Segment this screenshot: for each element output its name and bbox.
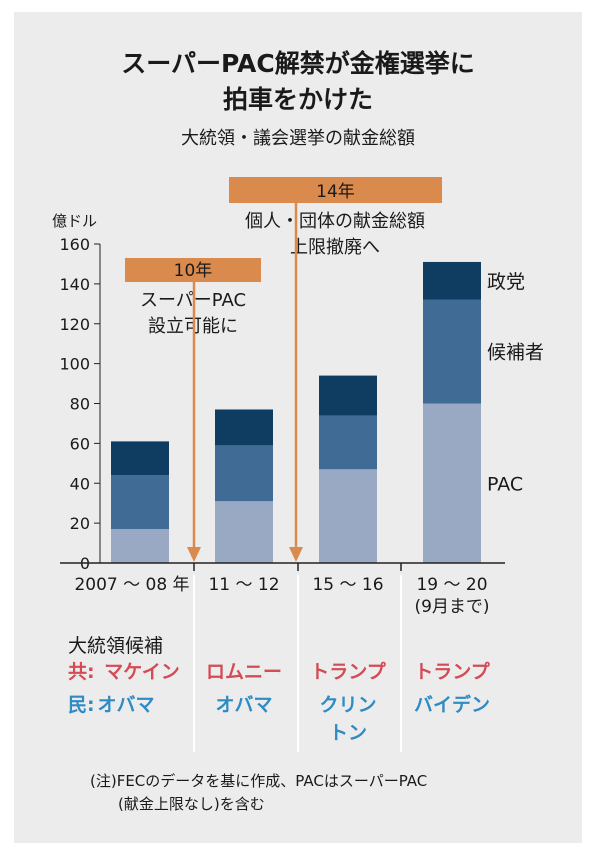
series-label-政党: 政党 [487, 271, 525, 293]
y-tick-label: 80 [70, 395, 90, 414]
bar-政党-3 [423, 261, 481, 300]
republican-candidate: マケイン [104, 661, 180, 683]
y-axis-label: 億ドル [52, 212, 97, 230]
bar-候補者-1 [215, 445, 273, 502]
dem-label: 民: [68, 694, 95, 716]
bar-PAC-1 [215, 501, 273, 563]
bar-候補者-2 [319, 415, 377, 470]
footnote: (注)FECのデータを基に作成、PACはスーパーPAC [90, 772, 428, 790]
annotation-text-1: 個人・団体の献金総額 [245, 211, 425, 232]
y-tick-label: 140 [59, 275, 90, 294]
y-tick-label: 20 [70, 514, 90, 533]
bar-候補者-0 [111, 475, 169, 530]
bar-候補者-3 [423, 299, 481, 404]
bar-政党-0 [111, 441, 169, 476]
republican-candidate: トランプ [414, 660, 490, 683]
bar-政党-1 [215, 409, 273, 446]
bar-PAC-2 [319, 469, 377, 563]
democrat-candidate: オバマ [215, 694, 272, 716]
bar-PAC-3 [423, 403, 481, 563]
candidates-heading: 大統領候補 [68, 635, 164, 657]
bar-PAC-0 [111, 529, 169, 563]
democrat-candidate: トン [329, 722, 367, 744]
series-label-候補者: 候補者 [487, 342, 544, 364]
annotation-text-1: 上限撤廃へ [290, 237, 380, 258]
y-tick-label: 100 [59, 355, 90, 374]
y-tick-label: 120 [59, 315, 90, 334]
footnote-line2: (献金上限なし)を含む [118, 795, 265, 813]
democrat-candidate: クリン [319, 694, 376, 716]
annotation-box-0 [125, 258, 261, 282]
chart-title: スーパーPAC解禁が金権選挙に [121, 49, 475, 78]
series-label-PAC: PAC [487, 473, 523, 495]
annotation-year-0: 10年 [174, 261, 213, 281]
x-category-label: 11 〜 12 [208, 575, 279, 595]
annotation-year-1: 14年 [316, 182, 355, 202]
chart-title-line2: 拍車をかけた [222, 85, 373, 114]
x-category-label: (9月まで) [414, 597, 489, 617]
bar-政党-2 [319, 375, 377, 416]
republican-candidate: ロムニー [206, 661, 282, 683]
democrat-candidate: バイデン [414, 693, 490, 716]
democrat-candidate: オバマ [97, 694, 154, 716]
y-tick-label: 160 [59, 235, 90, 254]
annotation-box-1 [229, 177, 442, 203]
y-tick-label: 60 [70, 434, 90, 453]
x-category-label: 19 〜 20 [416, 575, 487, 595]
annotation-arrowhead-0 [187, 547, 201, 562]
rep-label: 共: [68, 661, 95, 683]
chart-subtitle: 大統領・議会選挙の献金総額 [181, 128, 415, 149]
annotation-arrowhead-1 [289, 547, 303, 562]
republican-candidate: トランプ [310, 660, 386, 683]
x-category-label: 2007 〜 08 年 [74, 575, 189, 595]
y-tick-label: 40 [70, 474, 90, 493]
x-category-label: 15 〜 16 [312, 575, 383, 595]
